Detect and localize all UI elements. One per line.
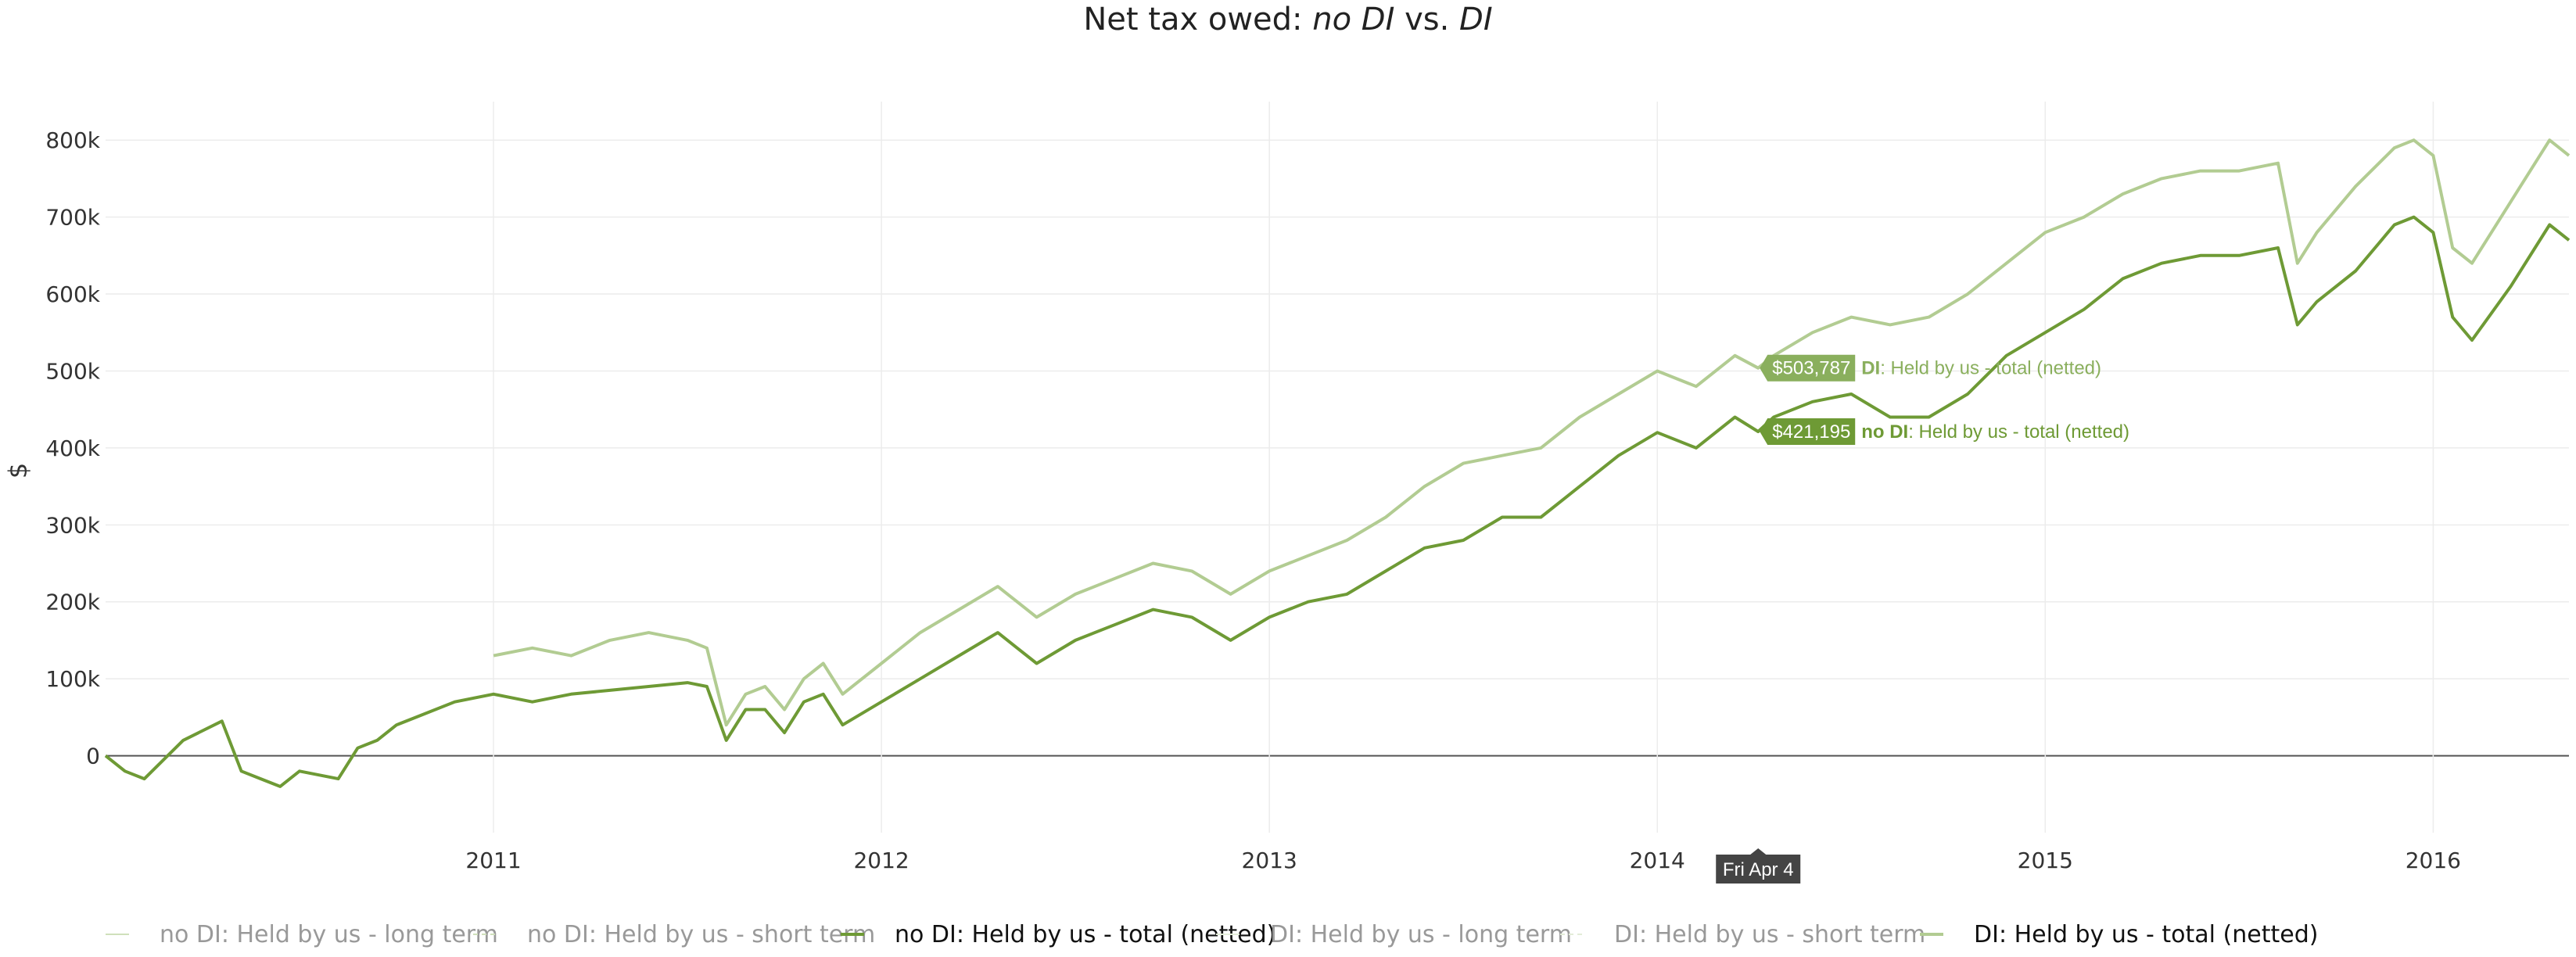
legend-item[interactable]: no DI: Held by us - long term bbox=[106, 921, 498, 948]
x-tick-label: 2014 bbox=[1630, 848, 1685, 873]
legend-label: no DI: Held by us - long term bbox=[160, 921, 498, 948]
y-axis: 0 100k 200k 300k 400k 500k 600k 700k 800k bbox=[45, 127, 100, 769]
legend-label: DI: Held by us - total (netted) bbox=[1974, 921, 2318, 948]
y-axis-label: $ bbox=[3, 463, 33, 478]
tooltip-layer: $503,787 DI: Held by us - total (netted)$… bbox=[1760, 354, 2129, 446]
y-tick-label: 500k bbox=[45, 358, 100, 384]
x-tick-label: 2013 bbox=[1242, 848, 1297, 873]
legend-item[interactable]: no DI: Held by us - total (netted) bbox=[841, 921, 1275, 948]
series-line[interactable] bbox=[493, 138, 2571, 727]
x-axis: 2011 2012 2013 2014 2015 2016 bbox=[465, 848, 2461, 873]
series-layer bbox=[104, 138, 2571, 788]
tooltip-box bbox=[1760, 354, 1856, 382]
y-tick-label: 600k bbox=[45, 281, 100, 307]
y-tick-label: 800k bbox=[45, 127, 100, 153]
hover-tooltip: $421,195 no DI: Held by us - total (nette… bbox=[1760, 418, 2129, 446]
x-hover: Fri Apr 4 bbox=[1716, 848, 1801, 884]
x-hover-label: Fri Apr 4 bbox=[1723, 859, 1794, 880]
grid bbox=[106, 102, 2569, 833]
legend-item[interactable]: DI: Held by us - total (netted) bbox=[1920, 921, 2318, 948]
tooltip-box bbox=[1760, 418, 1856, 446]
legend-label: DI: Held by us - short term bbox=[1614, 921, 1925, 948]
tooltip-series-label: DI: Held by us - total (netted) bbox=[1861, 358, 2101, 379]
series-line[interactable] bbox=[104, 215, 2571, 788]
y-tick-label: 0 bbox=[86, 744, 100, 769]
x-tick-label: 2015 bbox=[2018, 848, 2073, 873]
legend: no DI: Held by us - long term no DI: Held… bbox=[106, 921, 2318, 948]
tooltip-value: $503,787 bbox=[1772, 358, 1850, 379]
y-tick-label: 100k bbox=[45, 666, 100, 692]
tooltip-value: $421,195 bbox=[1772, 421, 1850, 443]
tooltip-series-label: no DI: Held by us - total (netted) bbox=[1861, 421, 2129, 443]
legend-item[interactable]: DI: Held by us - long term bbox=[1216, 921, 1572, 948]
legend-item[interactable]: no DI: Held by us - short term bbox=[473, 921, 875, 948]
y-tick-label: 400k bbox=[45, 435, 100, 461]
x-tick-label: 2012 bbox=[853, 848, 909, 873]
legend-item[interactable]: DI: Held by us - short term bbox=[1560, 921, 1925, 948]
legend-label: DI: Held by us - long term bbox=[1270, 921, 1572, 948]
y-tick-label: 700k bbox=[45, 205, 100, 231]
legend-label: no DI: Held by us - short term bbox=[527, 921, 875, 948]
x-hover-box bbox=[1716, 848, 1801, 884]
y-tick-label: 200k bbox=[45, 590, 100, 615]
y-tick-label: 300k bbox=[45, 512, 100, 538]
x-tick-label: 2016 bbox=[2406, 848, 2461, 873]
x-tick-label: 2011 bbox=[465, 848, 521, 873]
hover-tooltip: $503,787 DI: Held by us - total (netted) bbox=[1760, 354, 2101, 382]
chart-title: Net tax owed: no DI vs. DI bbox=[1083, 2, 1492, 38]
